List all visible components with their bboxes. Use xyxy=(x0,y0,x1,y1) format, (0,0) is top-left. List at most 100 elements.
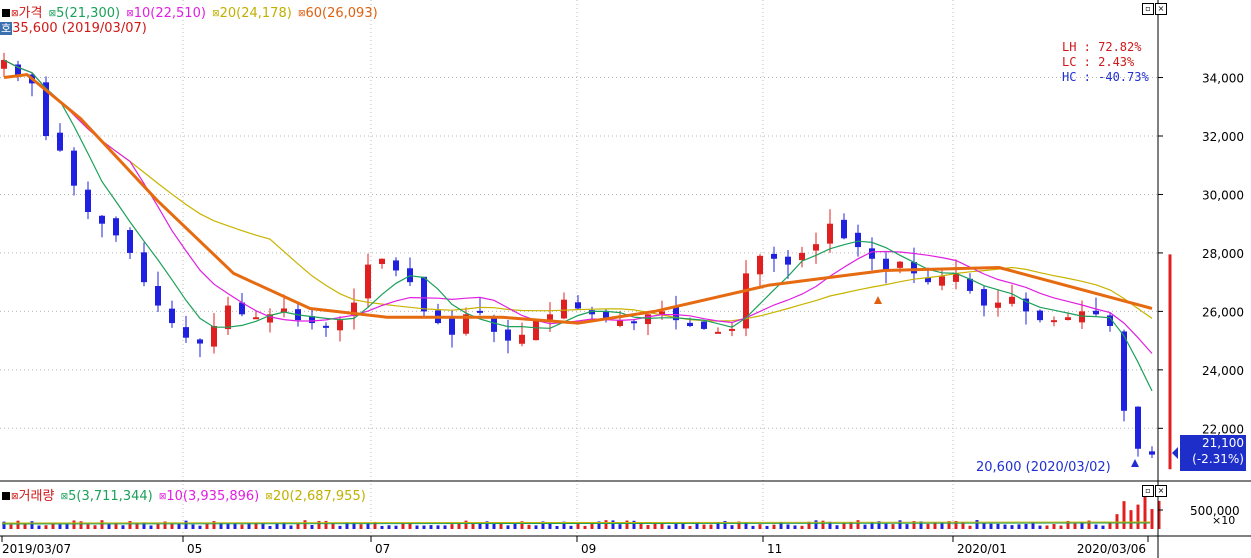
candle-body xyxy=(1,60,7,69)
volume-bar xyxy=(331,522,335,529)
maximize-icon[interactable]: ▫ xyxy=(1142,3,1154,15)
candle-body xyxy=(1079,311,1085,323)
candle-body xyxy=(1023,298,1029,312)
candle-body xyxy=(1149,451,1155,455)
volume-bar xyxy=(345,522,349,529)
legend-volume[interactable]: ⊠거래량 xyxy=(11,489,55,504)
volume-bar xyxy=(786,524,790,529)
volume-bar xyxy=(1017,524,1021,529)
candle-body xyxy=(1107,315,1113,326)
candle-body xyxy=(183,327,189,338)
volume-bar xyxy=(1080,522,1084,529)
volume-bar xyxy=(716,522,720,529)
volume-bar xyxy=(1010,525,1014,529)
volume-bar xyxy=(324,520,328,529)
volume-bar xyxy=(590,523,594,529)
candle-body xyxy=(71,150,77,186)
volume-bar xyxy=(212,521,216,529)
volume-bar xyxy=(2,521,6,529)
volume-bar xyxy=(1157,500,1161,529)
volume-bar xyxy=(352,522,356,529)
candle-body xyxy=(323,325,329,328)
volume-bar xyxy=(471,523,475,529)
volume-bar xyxy=(254,522,258,529)
volume-bar xyxy=(737,521,741,529)
candle-body xyxy=(127,230,133,253)
signal-arrow-icon xyxy=(874,296,882,304)
volume-bar xyxy=(660,523,664,529)
volume-bar xyxy=(618,524,622,529)
volume-bar xyxy=(758,524,762,529)
volume-bar xyxy=(51,522,55,529)
volume-bar xyxy=(870,521,874,529)
volume-bar xyxy=(191,524,195,529)
volume-bar xyxy=(667,525,671,529)
x-tick-label: 2019/03/07 xyxy=(2,542,71,556)
volume-bar xyxy=(366,522,370,529)
candle-body xyxy=(743,273,749,329)
volume-legend: ⊠거래량 ⊠5(3,711,344) ⊠10(3,935,896) ⊠20(2,… xyxy=(2,485,368,504)
volume-bar xyxy=(450,524,454,529)
candle-body xyxy=(505,329,511,341)
legend-vol-ma10[interactable]: ⊠10(3,935,896) xyxy=(158,489,260,504)
note-badge: 호 xyxy=(0,22,13,35)
volume-bar xyxy=(1122,501,1126,529)
volume-bar xyxy=(919,521,923,529)
volume-bar xyxy=(58,524,62,529)
candle-body xyxy=(197,339,203,344)
candle-body xyxy=(533,320,539,341)
current-change: (-2.31%) xyxy=(1192,452,1244,466)
volume-bar xyxy=(240,524,244,529)
legend-ma20[interactable]: ⊠20(24,178) xyxy=(212,6,292,21)
candle-body xyxy=(1121,331,1127,411)
volume-bar xyxy=(415,525,419,529)
volume-bar xyxy=(1108,522,1112,529)
volume-bar xyxy=(261,523,265,529)
volume-bar xyxy=(625,520,629,529)
volume-bar xyxy=(709,524,713,529)
volume-bar xyxy=(142,522,146,529)
volume-bar xyxy=(828,521,832,529)
volume-bar xyxy=(303,520,307,529)
candle-body xyxy=(1093,310,1099,315)
candle-body xyxy=(645,314,651,325)
volume-bar xyxy=(219,522,223,529)
legend-ma60[interactable]: ⊠60(26,093) xyxy=(297,6,378,21)
candle-body xyxy=(883,258,889,271)
ma60-line xyxy=(3,73,1153,325)
legend-ma10[interactable]: ⊠10(22,510) xyxy=(126,6,206,21)
candle-body xyxy=(799,252,805,261)
ma10-line xyxy=(3,59,1153,354)
volume-bar xyxy=(996,523,1000,529)
volume-close-icon[interactable]: × xyxy=(1155,485,1167,497)
volume-bar xyxy=(1031,521,1035,529)
legend-vol-ma20[interactable]: ⊠20(2,687,955) xyxy=(265,489,366,504)
volume-bar xyxy=(604,520,608,529)
volume-bar xyxy=(401,523,405,529)
volume-bar xyxy=(723,520,727,529)
candle-body xyxy=(785,256,791,265)
legend-vol-ma5[interactable]: ⊠5(3,711,344) xyxy=(60,489,153,504)
stat-hc: HC : -40.73% xyxy=(1062,70,1149,84)
volume-bar xyxy=(317,520,321,529)
volume-bar xyxy=(506,525,510,529)
close-icon[interactable]: × xyxy=(1155,3,1167,15)
volume-bar xyxy=(282,522,286,529)
candles xyxy=(1,52,1155,459)
volume-bar xyxy=(898,520,902,529)
volume-bar xyxy=(1094,524,1098,529)
volume-bar xyxy=(695,522,699,529)
moving-averages xyxy=(3,59,1153,467)
legend-ma5[interactable]: ⊠5(21,300) xyxy=(48,6,121,21)
legend-price[interactable]: ⊠가격 xyxy=(11,6,43,21)
volume-bar xyxy=(1136,504,1140,529)
volume-bar xyxy=(912,521,916,529)
x-tick-label: 11 xyxy=(767,542,782,556)
volume-bar xyxy=(814,520,818,529)
volume-maximize-icon[interactable]: ▫ xyxy=(1142,485,1154,497)
candle-body xyxy=(253,317,259,320)
volume-bar xyxy=(681,522,685,529)
volume-bar xyxy=(499,523,503,529)
